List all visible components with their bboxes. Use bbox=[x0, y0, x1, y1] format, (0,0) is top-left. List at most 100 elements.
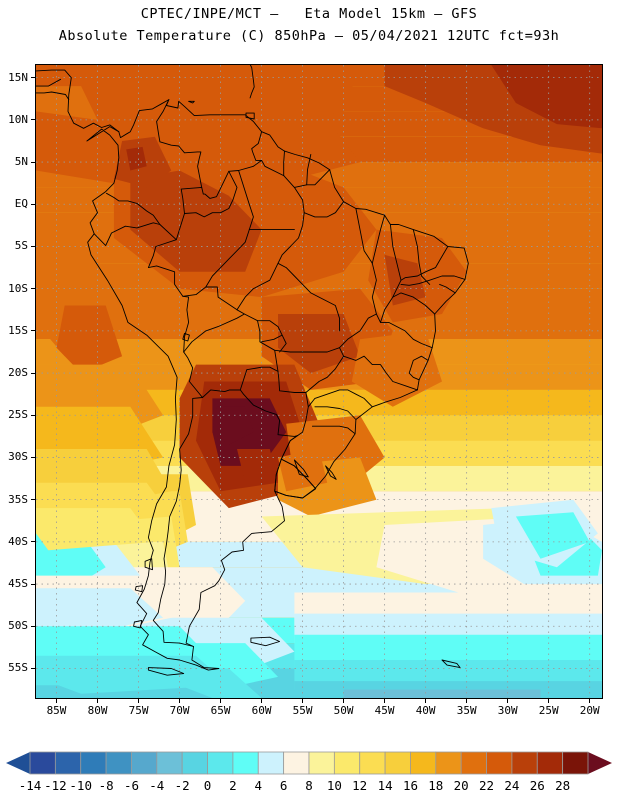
colorbar-swatch bbox=[359, 751, 386, 775]
colorbar-tick-label: -6 bbox=[123, 778, 140, 793]
y-axis-tick bbox=[31, 161, 36, 163]
colorbar-swatch bbox=[486, 751, 513, 775]
variable-title: Absolute Temperature (C) 850hPa — 05/04/… bbox=[58, 28, 560, 44]
y-axis-label: 50S bbox=[8, 619, 28, 633]
geo-outline bbox=[36, 69, 120, 133]
geo-outline bbox=[188, 100, 195, 104]
x-axis-tick bbox=[507, 698, 509, 703]
geo-outline bbox=[289, 186, 305, 247]
colorbar-tick-label: 20 bbox=[453, 778, 469, 793]
y-axis-tick bbox=[31, 625, 36, 627]
y-axis-tick bbox=[31, 414, 36, 416]
geo-outline bbox=[144, 558, 153, 571]
x-axis-label: 25W bbox=[538, 704, 559, 717]
chart-title-block: CPTEC/INPE/MCT — Eta Model 15km — GFS Ab… bbox=[0, 0, 618, 44]
colorbar-swatch bbox=[435, 751, 462, 775]
colorbar-swatch bbox=[257, 751, 285, 775]
geo-outline bbox=[182, 332, 190, 342]
y-axis-label: 25S bbox=[8, 408, 28, 422]
colorbar-tick-label: 10 bbox=[326, 778, 342, 793]
x-axis-label: 20W bbox=[579, 704, 600, 717]
geo-outline bbox=[184, 170, 238, 218]
model-title: CPTEC/INPE/MCT — Eta Model 15km — GFS bbox=[140, 6, 478, 22]
colorbar-tick-label: 6 bbox=[279, 778, 288, 793]
map-plot-area bbox=[34, 63, 603, 699]
colorbar-tick-label: -8 bbox=[98, 778, 114, 793]
geo-outline bbox=[306, 154, 312, 186]
y-axis-label: 45S bbox=[8, 577, 28, 591]
geo-outline bbox=[400, 246, 449, 281]
geo-outline bbox=[400, 275, 466, 286]
colorbar-tick-label: 4 bbox=[254, 778, 263, 793]
temp-band bbox=[126, 146, 147, 171]
temp-band bbox=[491, 65, 602, 129]
x-axis-tick bbox=[138, 698, 140, 703]
y-axis-label: 35S bbox=[8, 492, 28, 506]
x-axis-label: 80W bbox=[87, 704, 108, 717]
x-axis-tick bbox=[384, 698, 386, 703]
geo-outline bbox=[325, 465, 337, 480]
temp-band bbox=[343, 689, 541, 698]
geo-outline bbox=[375, 313, 433, 349]
y-axis-label: 5S bbox=[14, 239, 28, 253]
y-axis-label: 15N bbox=[8, 70, 28, 84]
y-axis-tick bbox=[31, 288, 36, 290]
geo-outline bbox=[152, 397, 203, 647]
colorbar-tick-label: 14 bbox=[377, 778, 393, 793]
geo-outline bbox=[439, 283, 456, 294]
colorbar-tick-label: 28 bbox=[555, 778, 571, 793]
geo-outline bbox=[257, 320, 287, 353]
y-axis-label: 30S bbox=[8, 450, 28, 464]
geo-outline bbox=[274, 458, 317, 499]
colorbar-tick-label: 8 bbox=[305, 778, 313, 793]
colorbar-swatch bbox=[283, 751, 310, 775]
temperature-field-map bbox=[36, 65, 602, 698]
x-axis-tick bbox=[466, 698, 468, 703]
x-axis-tick bbox=[261, 698, 263, 703]
geo-outline bbox=[249, 65, 255, 99]
geo-outline bbox=[245, 112, 255, 120]
x-axis-label: 45W bbox=[374, 704, 395, 717]
x-axis-tick bbox=[97, 698, 99, 703]
geo-outline bbox=[183, 351, 203, 398]
geo-outline bbox=[250, 636, 281, 647]
colorbar-swatch bbox=[460, 751, 487, 775]
colorbar-tick-label: 26 bbox=[529, 778, 545, 793]
x-axis-label: 50W bbox=[333, 704, 354, 717]
temp-band bbox=[36, 389, 602, 416]
geo-outline bbox=[305, 355, 418, 393]
colorbar-tick-label: -4 bbox=[149, 778, 165, 793]
x-axis-tick bbox=[425, 698, 427, 703]
temp-band bbox=[515, 512, 590, 559]
y-axis-label: 15S bbox=[8, 323, 28, 337]
colorbar: -14 -12 -10 -8 -6 -4 -2 0 2 4 6 8 10 12 14 16 18 20 22 24 26… bbox=[0, 748, 618, 800]
colorbar-under-arrow bbox=[6, 752, 30, 774]
geo-outline bbox=[251, 131, 263, 161]
geo-outline bbox=[261, 334, 283, 343]
y-axis-tick bbox=[31, 245, 36, 247]
geo-outline bbox=[371, 214, 386, 264]
colorbar-swatch bbox=[308, 751, 335, 775]
geo-outline bbox=[307, 389, 373, 408]
colorbar-tick-label: 2 bbox=[229, 778, 237, 793]
geo-outline bbox=[293, 459, 309, 478]
geo-outline bbox=[311, 425, 356, 435]
colorbar-swatch bbox=[105, 751, 132, 775]
geo-outline bbox=[339, 313, 377, 357]
y-axis-tick bbox=[31, 583, 36, 585]
y-axis-tick bbox=[31, 372, 36, 374]
colorbar-swatch bbox=[80, 751, 107, 775]
colorbar-tick-label: 22 bbox=[478, 778, 495, 793]
x-axis-label: 60W bbox=[251, 704, 272, 717]
geo-outline bbox=[156, 99, 203, 188]
geo-outline bbox=[274, 347, 340, 353]
geo-outline bbox=[182, 295, 190, 353]
x-axis-label: 70W bbox=[169, 704, 190, 717]
colorbar-tick-label: 24 bbox=[504, 778, 520, 793]
colorbar-over-arrow bbox=[588, 752, 612, 774]
x-axis-label: 55W bbox=[292, 704, 313, 717]
y-axis-label: 55S bbox=[8, 661, 28, 675]
colorbar-tick-label: 16 bbox=[402, 778, 419, 793]
temp-band bbox=[36, 588, 164, 635]
colorbar-swatch bbox=[562, 751, 589, 775]
